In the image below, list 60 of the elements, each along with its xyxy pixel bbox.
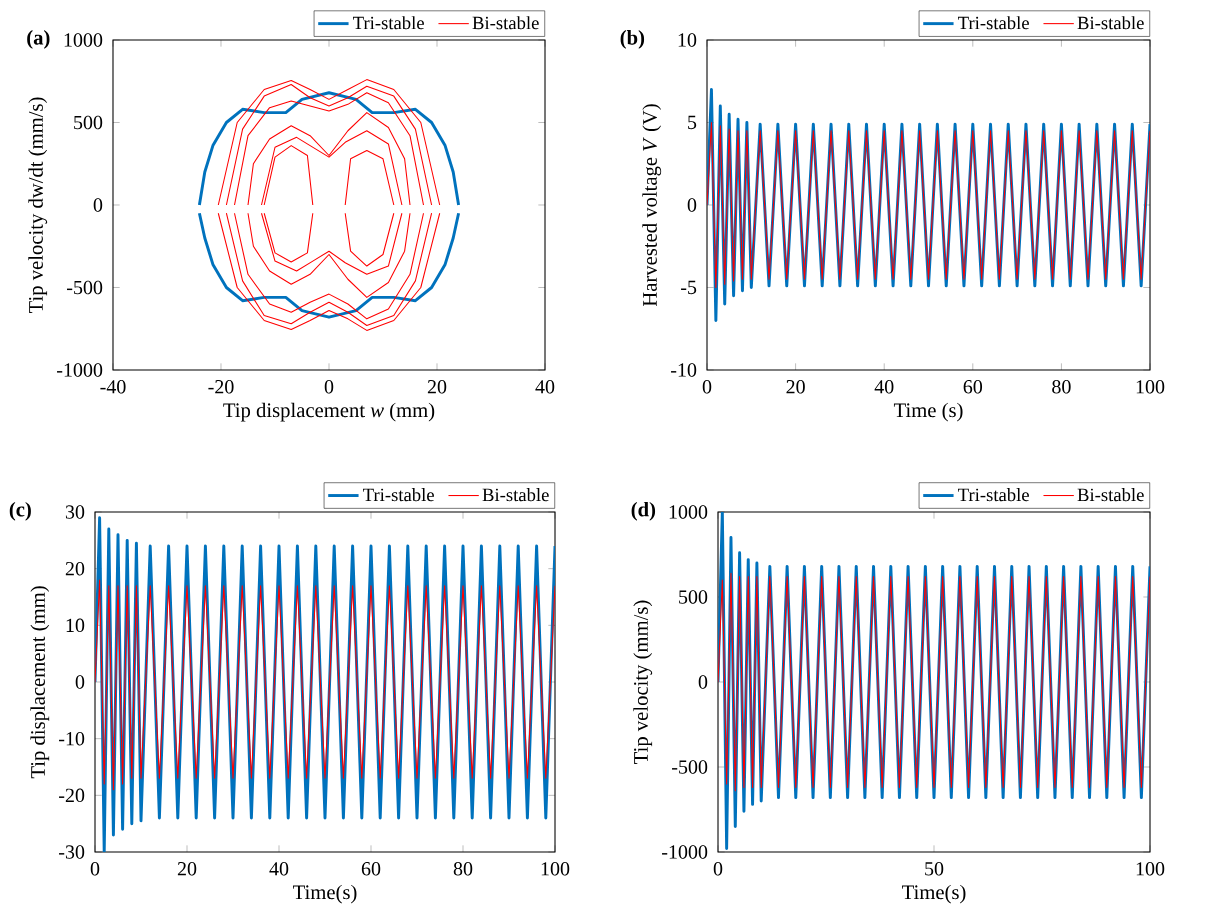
- y-axis-title: Harvested voltage V (V): [642, 104, 662, 307]
- y-tick-label: -10: [59, 731, 85, 746]
- x-tick-label: 20: [427, 380, 447, 394]
- y-tick-label: 1000: [669, 505, 708, 519]
- legend-label: Bi-stable: [482, 488, 549, 502]
- x-tick-label: 60: [963, 380, 983, 394]
- x-tick-label: 40: [874, 380, 894, 394]
- chart-title: (d): [631, 501, 656, 521]
- chart-title: (c): [9, 501, 31, 521]
- legend-label: Bi-stable: [1077, 16, 1144, 30]
- x-tick-label: 80: [1052, 380, 1071, 394]
- legend-label: Tri-stable: [958, 16, 1029, 30]
- x-tick-label: 40: [269, 862, 289, 876]
- legend-label: Tri-stable: [958, 488, 1029, 502]
- y-tick-label: 10: [66, 618, 85, 633]
- x-axis-title: Time(s): [293, 884, 357, 904]
- x-tick-label: 0: [324, 380, 334, 394]
- legend-label: Bi-stable: [1077, 488, 1144, 502]
- x-tick-label: -20: [208, 380, 234, 394]
- x-tick-label: 40: [535, 380, 555, 394]
- y-tick-label: -500: [67, 280, 103, 295]
- x-axis-title: Tip displacement w (mm): [223, 402, 435, 422]
- y-tick-label: -20: [59, 788, 85, 803]
- x-axis-title: Time(s): [902, 884, 966, 904]
- y-tick-label: 20: [65, 561, 85, 576]
- y-tick-label: 10: [678, 33, 697, 47]
- chart-title: (a): [27, 30, 50, 49]
- y-tick-label: 500: [74, 115, 103, 130]
- y-tick-label: 5: [688, 115, 697, 130]
- y-tick-label: 30: [65, 505, 85, 519]
- y-tick-label: -5: [681, 280, 697, 295]
- y-tick-label: 500: [679, 590, 708, 604]
- y-tick-label: -10: [671, 363, 697, 377]
- x-tick-label: 20: [177, 862, 197, 876]
- y-tick-label: 1000: [64, 33, 103, 47]
- x-tick-label: 80: [453, 862, 473, 876]
- x-tick-label: 100: [541, 862, 570, 876]
- x-tick-label: 100: [1136, 380, 1165, 394]
- y-axis-title: Tip displacement (mm): [30, 586, 50, 779]
- y-tick-label: -1000: [662, 845, 708, 859]
- legend-label: Bi-stable: [472, 16, 539, 30]
- x-tick-label: 50: [925, 862, 944, 876]
- x-tick-label: 60: [361, 862, 381, 876]
- y-axis-title: Tip velocity dw/dt (mm/s): [28, 97, 48, 314]
- y-tick-label: 0: [75, 675, 85, 689]
- y-axis-title: Tip velocity (mm/s): [633, 600, 653, 764]
- y-tick-label: 0: [687, 198, 697, 212]
- chart-title: (b): [620, 30, 645, 49]
- x-tick-label: 20: [786, 380, 805, 394]
- y-tick-label: -500: [672, 760, 708, 774]
- y-tick-label: -30: [59, 845, 85, 859]
- y-tick-label: 0: [698, 675, 708, 689]
- x-tick-label: 100: [1136, 862, 1165, 876]
- legend-label: Tri-stable: [363, 488, 434, 502]
- legend-label: Tri-stable: [353, 16, 424, 30]
- x-axis-title: Time (s): [893, 402, 963, 422]
- y-tick-label: -1000: [57, 363, 103, 377]
- y-tick-label: 0: [93, 198, 103, 212]
- x-tick-label: -40: [100, 380, 126, 394]
- x-tick-label: 0: [713, 862, 723, 876]
